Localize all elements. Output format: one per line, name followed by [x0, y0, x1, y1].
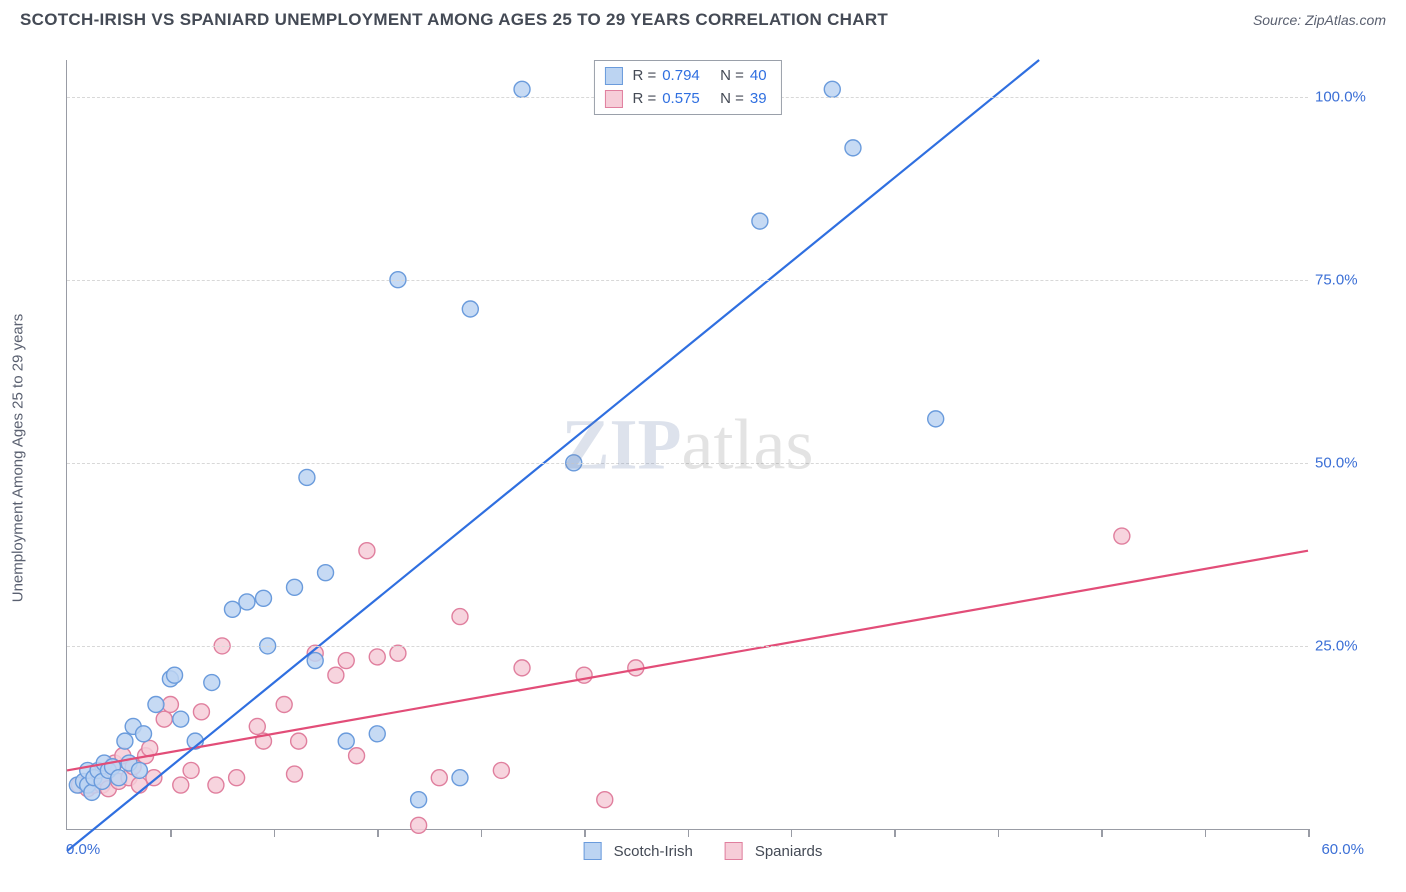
- data-point: [183, 762, 199, 778]
- x-tick: [481, 829, 483, 837]
- data-point: [111, 770, 127, 786]
- y-tick-label: 75.0%: [1315, 271, 1380, 288]
- data-point: [146, 770, 162, 786]
- regression-line: [67, 551, 1308, 771]
- x-tick: [1205, 829, 1207, 837]
- data-point: [173, 777, 189, 793]
- stats-row-b: R = 0.575 N = 39: [604, 88, 766, 111]
- x-axis-max-label: 60.0%: [1321, 841, 1364, 858]
- x-tick: [170, 829, 172, 837]
- data-point: [299, 469, 315, 485]
- gridline: [67, 280, 1308, 281]
- data-point: [349, 748, 365, 764]
- data-point: [845, 140, 861, 156]
- data-point: [452, 770, 468, 786]
- legend-swatch-b: [725, 842, 743, 860]
- data-point: [514, 660, 530, 676]
- data-point: [1114, 528, 1130, 544]
- data-point: [229, 770, 245, 786]
- legend-item-b: Spaniards: [725, 842, 823, 860]
- x-tick: [791, 829, 793, 837]
- data-point: [156, 711, 172, 727]
- data-point: [162, 696, 178, 712]
- stats-row-a: R = 0.794 N = 40: [604, 65, 766, 88]
- data-point: [136, 726, 152, 742]
- data-point: [249, 718, 265, 734]
- x-axis-min-label: 0.0%: [66, 841, 100, 858]
- data-point: [276, 696, 292, 712]
- data-point: [452, 609, 468, 625]
- data-point: [390, 645, 406, 661]
- data-point: [167, 667, 183, 683]
- data-point: [411, 792, 427, 808]
- source-attribution: Source: ZipAtlas.com: [1253, 12, 1386, 28]
- data-point: [514, 81, 530, 97]
- data-point: [369, 649, 385, 665]
- chart-title: SCOTCH-IRISH VS SPANIARD UNEMPLOYMENT AM…: [20, 10, 888, 30]
- data-point: [239, 594, 255, 610]
- data-point: [431, 770, 447, 786]
- data-point: [287, 579, 303, 595]
- data-point: [255, 590, 271, 606]
- data-point: [328, 667, 344, 683]
- data-point: [204, 675, 220, 691]
- x-tick: [1101, 829, 1103, 837]
- scatter-svg: [67, 60, 1308, 829]
- data-point: [928, 411, 944, 427]
- data-point: [411, 817, 427, 833]
- x-tick: [1308, 829, 1310, 837]
- data-point: [597, 792, 613, 808]
- legend: Scotch-Irish Spaniards: [584, 842, 823, 860]
- data-point: [369, 726, 385, 742]
- x-tick: [584, 829, 586, 837]
- y-tick-label: 25.0%: [1315, 637, 1380, 654]
- x-tick: [998, 829, 1000, 837]
- data-point: [359, 543, 375, 559]
- data-point: [148, 696, 164, 712]
- swatch-spaniards: [604, 90, 622, 108]
- data-point: [493, 762, 509, 778]
- x-tick: [377, 829, 379, 837]
- data-point: [287, 766, 303, 782]
- data-point: [193, 704, 209, 720]
- y-tick-label: 100.0%: [1315, 88, 1380, 105]
- regression-line: [67, 60, 1039, 851]
- data-point: [224, 601, 240, 617]
- legend-item-a: Scotch-Irish: [584, 842, 693, 860]
- plot-area: ZIPatlas R = 0.794 N = 40 R = 0.575 N = …: [66, 60, 1308, 830]
- data-point: [131, 762, 147, 778]
- y-tick-label: 50.0%: [1315, 454, 1380, 471]
- chart-container: Unemployment Among Ages 25 to 29 years Z…: [18, 42, 1388, 874]
- y-axis-label: Unemployment Among Ages 25 to 29 years: [10, 314, 27, 603]
- x-tick: [274, 829, 276, 837]
- data-point: [338, 653, 354, 669]
- data-point: [291, 733, 307, 749]
- data-point: [824, 81, 840, 97]
- legend-swatch-a: [584, 842, 602, 860]
- x-tick: [688, 829, 690, 837]
- data-point: [338, 733, 354, 749]
- x-tick: [894, 829, 896, 837]
- data-point: [173, 711, 189, 727]
- data-point: [752, 213, 768, 229]
- swatch-scotch-irish: [604, 67, 622, 85]
- data-point: [208, 777, 224, 793]
- data-point: [462, 301, 478, 317]
- gridline: [67, 463, 1308, 464]
- data-point: [117, 733, 133, 749]
- correlation-stats-box: R = 0.794 N = 40 R = 0.575 N = 39: [593, 60, 781, 115]
- gridline: [67, 646, 1308, 647]
- data-point: [318, 565, 334, 581]
